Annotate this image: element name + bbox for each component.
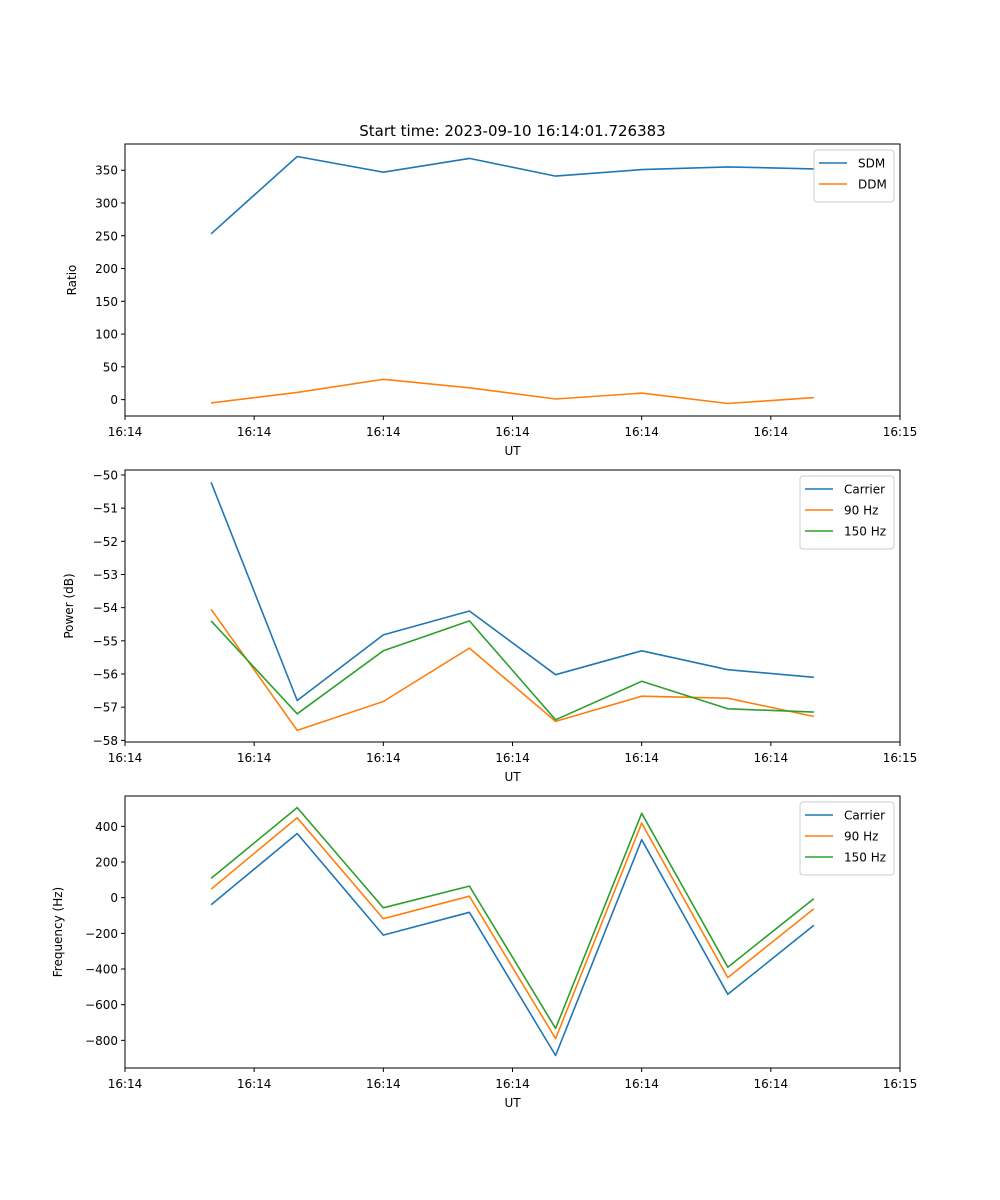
series-line-sdm xyxy=(210,155,814,235)
legend-label: 150 Hz xyxy=(844,525,886,539)
legend-label: 90 Hz xyxy=(844,504,878,518)
x-tick-label: 16:14 xyxy=(495,1077,530,1091)
y-tick-label: 400 xyxy=(95,820,118,834)
x-tick-label: 16:14 xyxy=(624,751,659,765)
series-line-carrier xyxy=(210,832,815,1057)
series-line-90-hz xyxy=(210,608,815,732)
subplot-1: 16:14 16:14 16:14 16:14 16:14 16:14 16:15 0 50 10… xyxy=(65,143,918,458)
x-tick-label: 16:14 xyxy=(366,751,401,765)
subplot-2: 16:14 16:14 16:14 16:14 16:14 16:14 16:15 −58 −5… xyxy=(62,468,917,784)
x-tick-label: 16:14 xyxy=(108,751,143,765)
y-tick-label: 0 xyxy=(110,393,118,407)
y-tick-label: 50 xyxy=(103,360,118,374)
series-line-90-hz xyxy=(210,816,815,1040)
y-tick-label: −600 xyxy=(85,998,118,1012)
x-tick-label: 16:14 xyxy=(754,1077,789,1091)
y-tick-label: 200 xyxy=(95,855,118,869)
axes-frame xyxy=(124,143,901,417)
legend-label: 150 Hz xyxy=(844,851,886,865)
legend: Carrier 90 Hz 150 Hz xyxy=(799,475,895,550)
legend-label: DDM xyxy=(858,178,887,192)
y-tick-label: −57 xyxy=(93,701,118,715)
axes-frame xyxy=(124,469,901,743)
x-tick-label: 16:14 xyxy=(754,751,789,765)
x-tick-label: 16:14 xyxy=(237,751,272,765)
y-tick-label: −52 xyxy=(93,535,118,549)
x-tick-label: 16:14 xyxy=(237,425,272,439)
y-tick-label: 200 xyxy=(95,262,118,276)
legend: SDM DDM xyxy=(813,149,895,203)
x-tick-label: 16:14 xyxy=(366,425,401,439)
legend-label: Carrier xyxy=(844,809,885,823)
x-tick-label: 16:14 xyxy=(754,425,789,439)
y-tick-label: −53 xyxy=(93,568,118,582)
y-tick-label: 100 xyxy=(95,328,118,342)
y-axis-label: Frequency (Hz) xyxy=(51,887,65,978)
x-tick-label: 16:14 xyxy=(495,425,530,439)
subplot-3: 16:14 16:14 16:14 16:14 16:14 16:14 16:15 −800 −… xyxy=(51,795,918,1110)
y-tick-label: −58 xyxy=(93,734,118,748)
x-tick-label: 16:15 xyxy=(883,425,918,439)
x-tick-label: 16:14 xyxy=(495,751,530,765)
y-tick-label: −200 xyxy=(85,927,118,941)
figure-title: Start time: 2023-09-10 16:14:01.726383 xyxy=(359,122,665,140)
x-tick-label: 16:14 xyxy=(108,425,143,439)
y-tick-label: −50 xyxy=(93,468,118,482)
legend-label: SDM xyxy=(858,157,885,171)
x-tick-label: 16:14 xyxy=(624,425,659,439)
series-line-carrier xyxy=(210,482,814,702)
y-tick-label: −400 xyxy=(85,963,118,977)
y-tick-label: 300 xyxy=(95,196,118,210)
y-tick-label: −800 xyxy=(85,1034,118,1048)
y-axis-label: Power (dB) xyxy=(62,573,76,638)
x-axis-label: UT xyxy=(504,1096,521,1110)
x-tick-label: 16:14 xyxy=(366,1077,401,1091)
y-tick-label: −56 xyxy=(93,668,118,682)
y-tick-label: −54 xyxy=(93,601,118,615)
series-line-ddm xyxy=(211,378,814,405)
x-axis-label: UT xyxy=(504,444,521,458)
x-tick-label: 16:14 xyxy=(237,1077,272,1091)
y-axis-label: Ratio xyxy=(65,265,79,296)
y-tick-label: 150 xyxy=(95,295,118,309)
y-tick-label: −51 xyxy=(93,502,118,516)
y-tick-label: −55 xyxy=(93,634,118,648)
x-axis-label: UT xyxy=(504,770,521,784)
legend-label: 90 Hz xyxy=(844,830,878,844)
series-line-150-hz xyxy=(210,806,815,1030)
x-tick-label: 16:14 xyxy=(108,1077,143,1091)
series-line-150-hz xyxy=(210,620,814,721)
x-tick-label: 16:14 xyxy=(624,1077,659,1091)
x-tick-label: 16:15 xyxy=(883,1077,918,1091)
legend: Carrier 90 Hz 150 Hz xyxy=(799,801,895,876)
y-tick-label: 350 xyxy=(95,164,118,178)
y-tick-label: 0 xyxy=(110,891,118,905)
x-tick-label: 16:15 xyxy=(883,751,918,765)
legend-label: Carrier xyxy=(844,483,885,497)
y-tick-label: 250 xyxy=(95,229,118,243)
plots-container: 16:14 16:14 16:14 16:14 16:14 16:14 16:15 0 50 10… xyxy=(51,143,918,1110)
